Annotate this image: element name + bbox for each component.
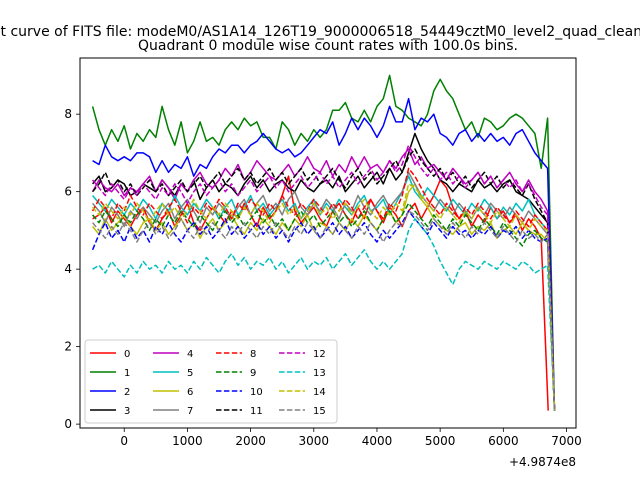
- legend-label-14: 14: [313, 387, 326, 398]
- series-line-15: [92, 210, 556, 411]
- x-tick-label: 3000: [299, 434, 330, 448]
- legend-label-12: 12: [313, 349, 326, 360]
- series-line-6: [92, 183, 556, 411]
- legend-label-8: 8: [250, 349, 256, 360]
- legend-label-13: 13: [313, 368, 326, 379]
- plot-frame: [79, 57, 577, 429]
- legend-label-11: 11: [250, 406, 263, 417]
- x-tick-label: 0: [120, 434, 128, 448]
- legend-box: [84, 339, 338, 424]
- x-tick-label: 1000: [172, 434, 203, 448]
- x-tick-label: 4000: [362, 434, 393, 448]
- chart-title: Quadrant 0 module wise count rates with …: [138, 38, 518, 54]
- legend-label-10: 10: [250, 387, 263, 398]
- legend-label-6: 6: [187, 387, 193, 398]
- y-tick-label: 2: [64, 340, 72, 354]
- y-tick-label: 0: [64, 417, 72, 431]
- legend-label-2: 2: [124, 387, 130, 398]
- series-line-2: [92, 97, 556, 411]
- legend-label-0: 0: [124, 349, 130, 360]
- figure-suptitle: Light curve of FITS file: modeM0/AS1A14_…: [0, 24, 640, 40]
- legend-label-7: 7: [187, 406, 193, 417]
- series-line-10: [91, 210, 556, 411]
- plot-series-group: [91, 74, 556, 411]
- series-line-14: [92, 183, 556, 411]
- legend-label-1: 1: [124, 368, 130, 379]
- legend-label-5: 5: [187, 368, 193, 379]
- x-offset-label: +4.9874e8: [509, 455, 576, 469]
- x-tick-label: 6000: [488, 434, 519, 448]
- y-tick-label: 6: [64, 185, 72, 199]
- x-tick-label: 5000: [425, 434, 456, 448]
- legend-label-9: 9: [250, 368, 256, 379]
- legend-label-4: 4: [187, 349, 193, 360]
- x-tick-label: 7000: [551, 434, 582, 448]
- series-line-13: [92, 218, 556, 411]
- x-tick-label: 2000: [235, 434, 266, 448]
- series-line-9: [92, 202, 556, 411]
- legend-label-3: 3: [124, 406, 130, 417]
- legend-label-15: 15: [313, 406, 326, 417]
- y-tick-label: 4: [64, 262, 72, 276]
- y-tick-label: 8: [64, 107, 72, 121]
- series-line-12: [92, 144, 556, 411]
- axis-ticks-group: 0 1000 2000 3000 4000 5000 6000 7000 0 2 4 6 8: [64, 107, 581, 448]
